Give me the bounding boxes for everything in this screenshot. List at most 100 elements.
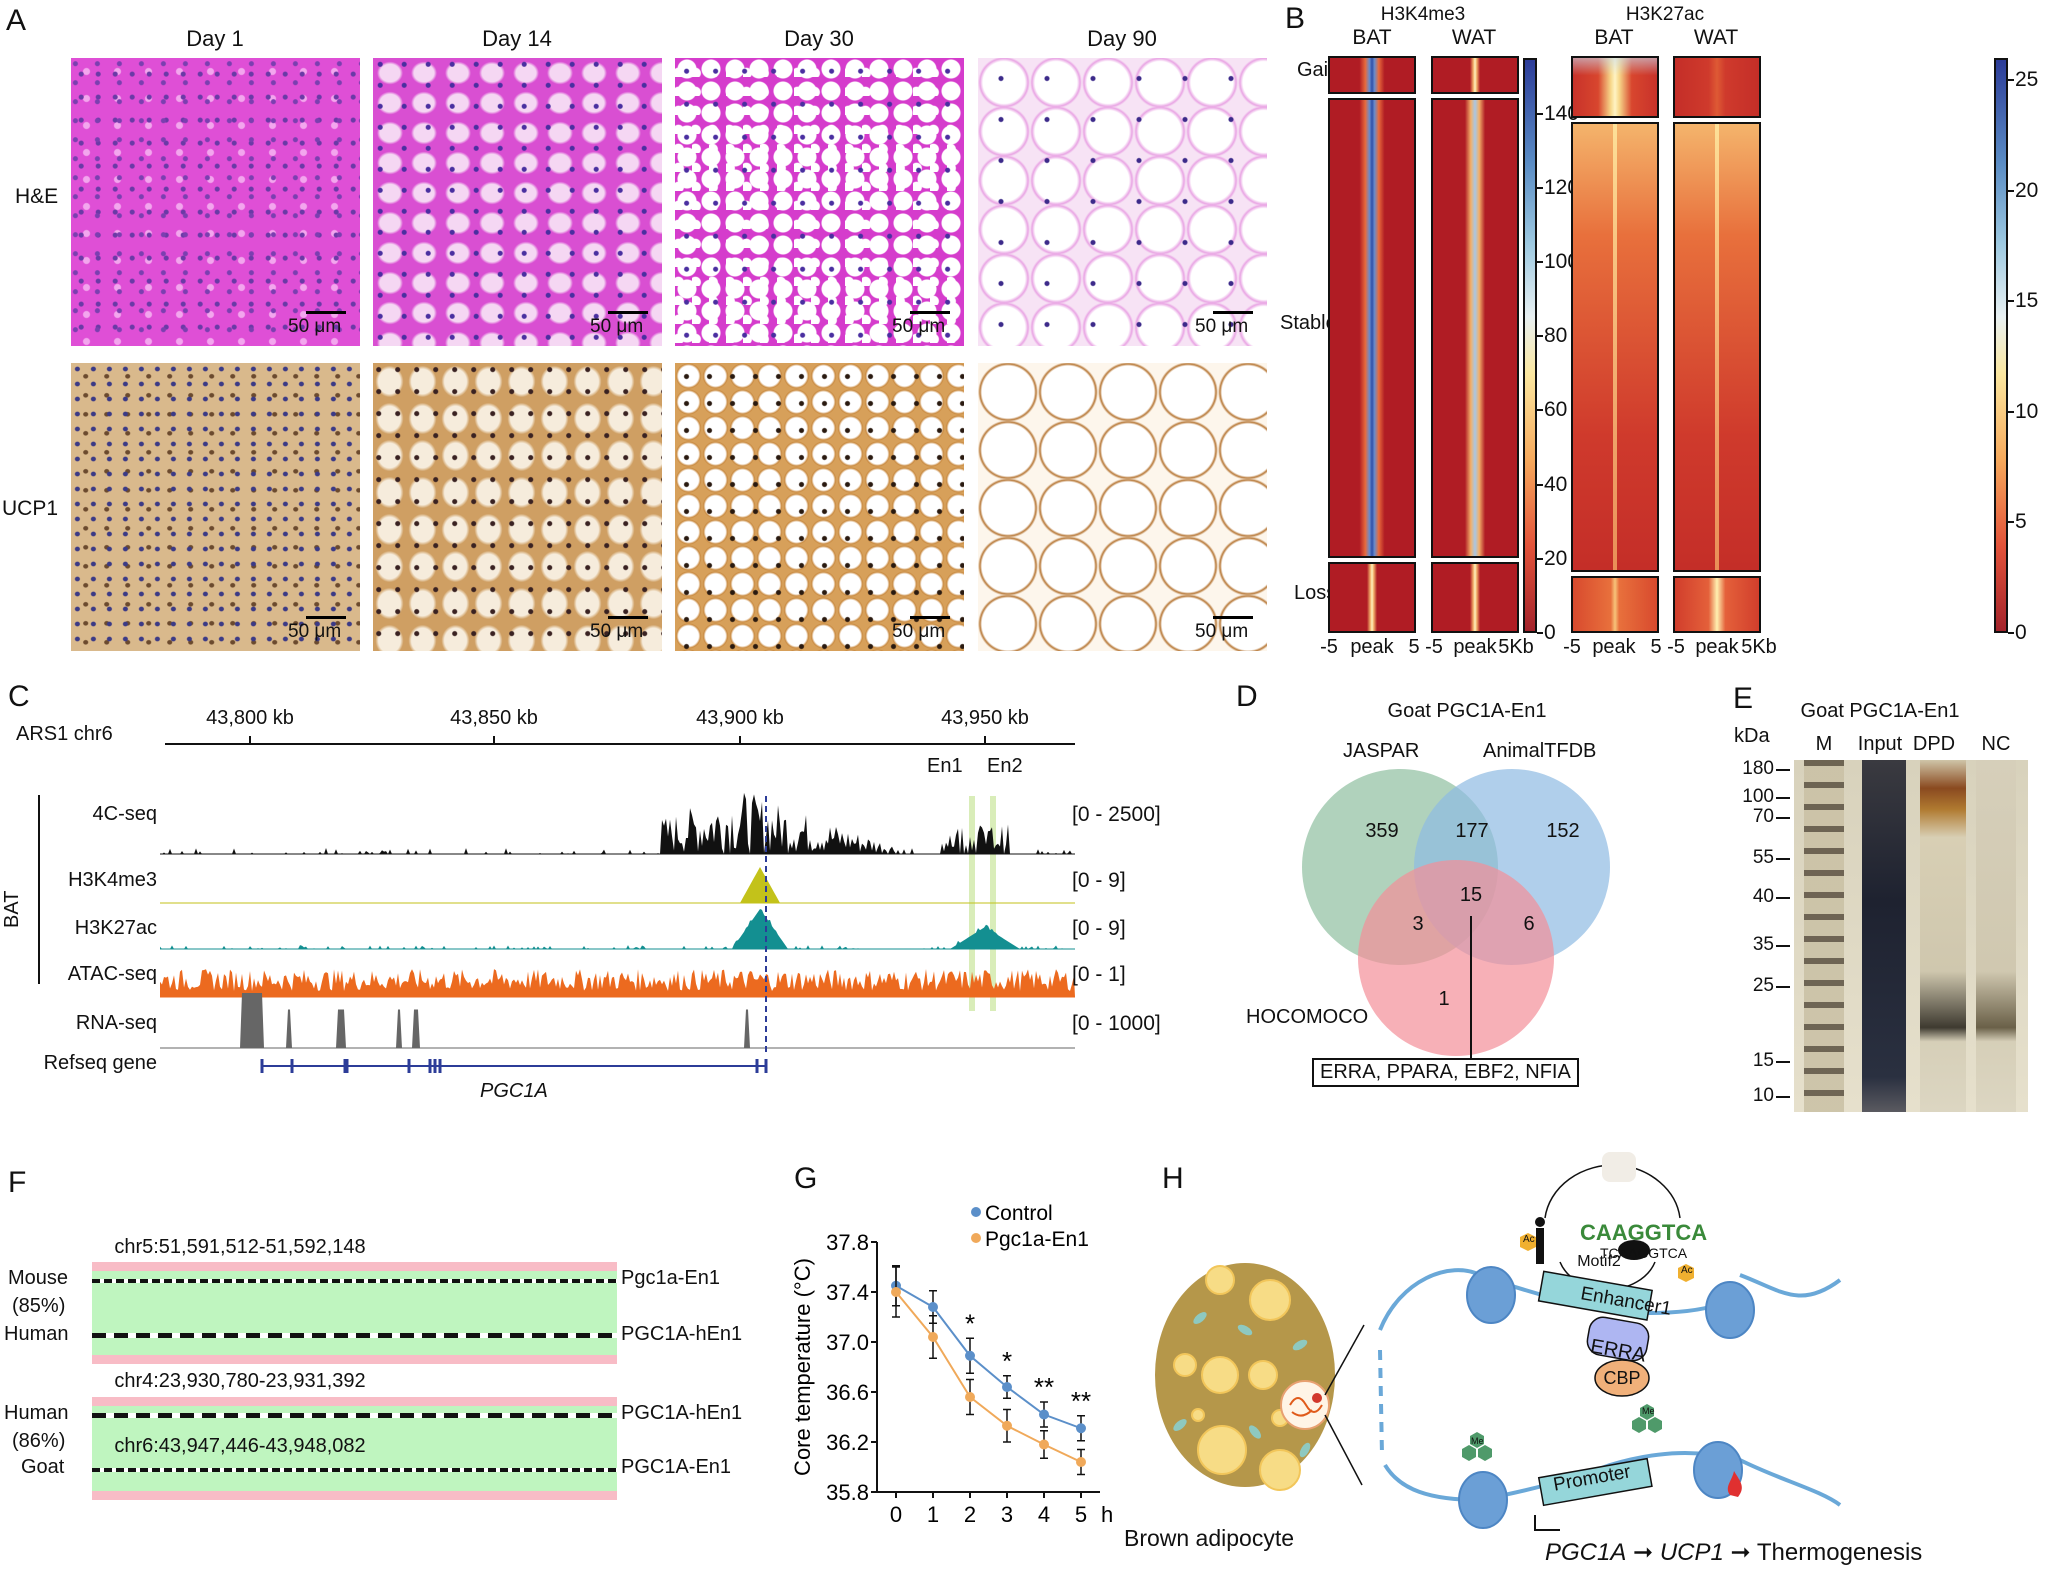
marker-label: 35	[1752, 934, 1774, 955]
venn-set-animaltfdb: AnimalTFDB	[1483, 740, 1597, 762]
track-range: [0 - 1000]	[1072, 1012, 1161, 1035]
pathway-gene-ucp1: UCP1	[1659, 1539, 1724, 1566]
y-tick-label: 36.2	[826, 1430, 869, 1455]
x-tick: peak	[1453, 636, 1497, 658]
scale-bar-label: 50 μm	[590, 621, 644, 642]
venn-count: 177	[1455, 820, 1489, 842]
chrom-tick-label: 43,900 kb	[696, 707, 784, 729]
element-label: PGC1A-hEn1	[621, 1402, 743, 1424]
lane-label-input: Input	[1857, 733, 1903, 755]
column-label-day14: Day 14	[482, 26, 552, 51]
scale-bar-label: 50 μm	[288, 621, 342, 642]
y-tick-label: 35.8	[826, 1480, 869, 1505]
heatmap-h3k4me3-wat-stable	[1431, 98, 1519, 558]
x-tick: peak	[1695, 636, 1739, 658]
marker-label: 55	[1752, 847, 1774, 868]
y-tick-label: 37.4	[826, 1280, 869, 1305]
alignment-coord: chr6:43,947,446-43,948,082	[114, 1435, 366, 1457]
heatmap-sample-bat: BAT	[1594, 26, 1634, 49]
goat-icon	[1602, 1152, 1636, 1182]
sequence-track	[92, 1279, 617, 1283]
track-signal-ATAC-seq	[160, 969, 1075, 997]
venn-title: Goat PGC1A-En1	[1387, 700, 1547, 722]
dna-strand	[1739, 1273, 1842, 1298]
panel-label-f: F	[8, 1166, 27, 1199]
venn-count: 359	[1365, 820, 1399, 842]
x-tick: -5	[1425, 636, 1443, 658]
legend-label: Control	[985, 1202, 1053, 1225]
heatmap-sample-wat: WAT	[1451, 26, 1497, 49]
ucp1-image-day90: 50 μm	[978, 363, 1267, 651]
colorbar-tick	[2008, 632, 2014, 634]
colorbar-tick-label: 10	[2015, 399, 2039, 423]
colorbar-tick	[1537, 409, 1543, 412]
scale-bar-label: 50 μm	[1195, 316, 1249, 337]
element-label: PGC1A-hEn1	[621, 1323, 743, 1345]
series-line-Control	[895, 1284, 1082, 1430]
y-tick-label: 37.8	[826, 1230, 869, 1255]
identity-label: (86%)	[12, 1430, 66, 1452]
enhancer-label-en2: En2	[987, 755, 1023, 777]
methyl-label: Me	[1471, 1436, 1484, 1446]
colorbar-tick-label: 0	[2015, 621, 2027, 644]
data-point	[1039, 1439, 1049, 1450]
gene-exon	[755, 1059, 759, 1073]
data-point	[965, 1392, 975, 1402]
promoter-box	[1537, 1457, 1653, 1507]
column-label-day1: Day 1	[186, 26, 244, 51]
mouse-icon	[1618, 1240, 1650, 1260]
scale-bar	[910, 311, 950, 314]
significance-marker: *	[1002, 1346, 1012, 1376]
he-image-day14: 50 μm	[373, 58, 662, 346]
pathway: PGC1A ➞ UCP1 ➞ Thermogenesis	[1545, 1538, 1922, 1567]
data-point	[928, 1332, 938, 1342]
tss-arrow	[1534, 1515, 1560, 1531]
track-label-atac-seq: ATAC-seq	[67, 963, 157, 985]
genome-browser	[38, 736, 1075, 1073]
track-label-h3k27ac: H3K27ac	[74, 917, 157, 939]
track-signal-H3K4me3	[160, 867, 1075, 903]
motif-sequence: TCAAGGTCA	[1600, 1245, 1688, 1261]
data-point	[1002, 1420, 1012, 1431]
marker-tick	[1776, 797, 1790, 799]
flame-icon	[1727, 1471, 1742, 1497]
panel-label-b: B	[1285, 2, 1306, 35]
marker-label: 100	[1742, 786, 1774, 807]
colorbar-tick	[1537, 261, 1543, 264]
marker-label: 70	[1752, 806, 1774, 827]
venn-diagram	[1302, 769, 1610, 1058]
scale-bar-label: 50 μm	[1195, 621, 1249, 642]
data-point	[1076, 1423, 1086, 1434]
enhancer-box	[1537, 1270, 1654, 1321]
data-point	[1039, 1409, 1049, 1420]
lipid-droplets	[1173, 1265, 1301, 1491]
colorbar-tick-label: 100	[1544, 250, 1580, 274]
acetyl-label: Ac	[1681, 1265, 1693, 1276]
chrom-tick-label: 43,850 kb	[450, 707, 538, 729]
gene-exon	[343, 1059, 347, 1073]
scale-bar-label: 50 μm	[892, 621, 946, 642]
y-tick-label: 37.0	[826, 1330, 869, 1355]
marker-label: 25	[1752, 975, 1774, 996]
x-tick: 5Kb	[1741, 636, 1777, 658]
x-tick-label: 4	[1038, 1502, 1050, 1527]
panel-label-h: H	[1162, 1162, 1184, 1195]
x-tick-label: 0	[890, 1502, 902, 1527]
track-label-4c-seq: 4C-seq	[92, 803, 157, 825]
human-icon	[1535, 1217, 1545, 1264]
colorbar-h3k27ac	[1994, 58, 2008, 633]
track-label-refseq: Refseq gene	[43, 1052, 157, 1074]
gene-exon	[438, 1059, 442, 1073]
gene-exon	[345, 1059, 349, 1073]
marker-tick	[1776, 986, 1790, 988]
venn-count: 6	[1523, 913, 1535, 935]
colorbar-tick	[1537, 557, 1543, 560]
he-image-day90: 50 μm	[978, 58, 1267, 346]
heatmap-h3k27ac-bat-loss	[1571, 576, 1659, 633]
marker-tick	[1776, 858, 1790, 860]
venn-circle-hocomoco	[1358, 860, 1554, 1056]
heatmap-h3k27ac-bat-gain	[1571, 56, 1659, 118]
panel-label-g: G	[794, 1162, 818, 1195]
alignment-coord: chr5:51,591,512-51,592,148	[114, 1236, 366, 1258]
colorbar-tick-label: 25	[2015, 68, 2039, 92]
